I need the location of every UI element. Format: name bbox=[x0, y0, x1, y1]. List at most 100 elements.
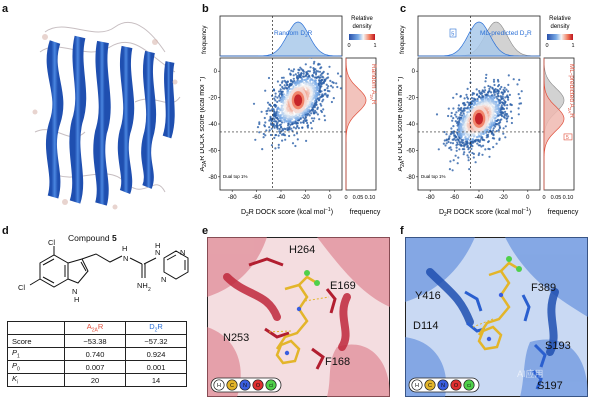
scatter-point bbox=[472, 152, 475, 155]
scatter-point bbox=[462, 102, 465, 105]
scatter-point bbox=[320, 81, 323, 85]
scatter-point bbox=[491, 95, 494, 98]
scatter-point bbox=[281, 111, 284, 114]
scatter-point bbox=[311, 108, 314, 111]
y-tick-label: -40 bbox=[406, 122, 415, 128]
scatter-point bbox=[480, 98, 483, 101]
watermark: AI应用 bbox=[517, 368, 544, 379]
scatter-point bbox=[265, 129, 268, 132]
scatter-point bbox=[297, 71, 300, 74]
scatter-point bbox=[503, 113, 506, 117]
scatter-point bbox=[266, 101, 270, 104]
scatter-point bbox=[314, 109, 317, 112]
scatter-point bbox=[326, 95, 329, 98]
atom-cl-2: Cl bbox=[18, 283, 25, 292]
table-cell: 0.007 bbox=[64, 360, 126, 374]
scatter-point bbox=[472, 103, 476, 107]
scatter-point bbox=[321, 100, 324, 103]
atom-legend-label: Cl bbox=[269, 383, 273, 388]
scatter-point bbox=[454, 113, 457, 116]
scatter-point bbox=[476, 93, 479, 96]
scatter-point bbox=[464, 136, 467, 139]
scatter-point bbox=[447, 107, 450, 110]
scatter-point bbox=[497, 89, 500, 92]
scatter-point bbox=[283, 101, 286, 104]
scatter-point bbox=[476, 100, 479, 103]
scatter-point bbox=[472, 92, 476, 95]
scatter-point bbox=[316, 113, 319, 116]
scatter-point bbox=[292, 126, 295, 129]
scatter-point bbox=[469, 103, 472, 106]
scatter-point bbox=[273, 126, 276, 129]
scatter-point bbox=[463, 124, 466, 127]
y-axis-label: A2AR DOCK score (kcal mol−1) bbox=[398, 76, 406, 171]
table-cell: 14 bbox=[125, 373, 187, 387]
receptor-ensemble-image bbox=[32, 21, 181, 210]
residue-e169: E169 bbox=[330, 280, 356, 292]
scatter-point bbox=[323, 80, 326, 83]
scatter-point bbox=[306, 121, 309, 125]
scatter-point bbox=[458, 148, 461, 151]
scatter-point bbox=[286, 108, 289, 111]
scatter-point bbox=[326, 72, 329, 75]
side-x-tick-label: 0 bbox=[344, 195, 347, 201]
scatter-point bbox=[295, 117, 298, 120]
scatter-point bbox=[487, 140, 490, 143]
scatter-point bbox=[484, 148, 487, 151]
scatter-point bbox=[484, 76, 488, 80]
scatter-point bbox=[311, 95, 314, 98]
scatter-point bbox=[307, 86, 310, 89]
scatter-point bbox=[484, 80, 487, 83]
scatter-point bbox=[476, 139, 479, 142]
scatter-point bbox=[459, 94, 462, 98]
scatter-point bbox=[292, 77, 295, 80]
scatter-point bbox=[283, 95, 286, 98]
scatter-point bbox=[501, 93, 505, 96]
scatter-point bbox=[276, 96, 279, 99]
scatter-point bbox=[496, 97, 499, 100]
scatter-point bbox=[486, 107, 489, 110]
scatter-point bbox=[306, 111, 309, 114]
scatter-point bbox=[302, 119, 305, 122]
scatter-point bbox=[487, 131, 490, 134]
scatter-point bbox=[499, 121, 502, 124]
scatter-point bbox=[499, 99, 502, 102]
scatter-point bbox=[335, 82, 338, 85]
table-header-empty bbox=[7, 321, 65, 335]
scatter-point bbox=[449, 146, 452, 149]
scatter-point bbox=[494, 110, 497, 113]
compound-marker-top bbox=[449, 28, 457, 38]
scatter-point bbox=[499, 113, 502, 116]
scatter-point bbox=[478, 89, 481, 93]
scatter-point bbox=[476, 142, 479, 145]
scatter-point bbox=[319, 102, 322, 106]
scatter-point bbox=[316, 107, 319, 111]
scatter-point bbox=[312, 119, 315, 123]
scatter-point bbox=[486, 129, 489, 132]
scatter-point bbox=[277, 134, 280, 137]
scatter-point bbox=[271, 107, 274, 110]
scatter-point bbox=[317, 83, 321, 87]
scatter-point bbox=[280, 92, 283, 95]
scatter-point bbox=[454, 154, 457, 157]
scatter-point bbox=[455, 131, 459, 134]
table-header-row: A2AR D2R bbox=[7, 321, 187, 335]
scatter-point bbox=[455, 149, 458, 152]
scatter-point bbox=[468, 108, 471, 111]
scatter-point bbox=[495, 130, 498, 133]
scatter-point bbox=[281, 97, 284, 100]
scatter-point bbox=[277, 143, 280, 146]
scatter-point bbox=[286, 92, 289, 95]
scatter-point bbox=[503, 104, 506, 107]
scatter-point bbox=[279, 84, 282, 87]
scatter-point bbox=[285, 120, 288, 123]
side-x-tick-label: 0.10 bbox=[365, 195, 376, 201]
scatter-point bbox=[457, 107, 460, 110]
scatter-point bbox=[328, 65, 331, 68]
scatter-point bbox=[282, 93, 285, 96]
scatter-point bbox=[283, 103, 286, 106]
scatter-point bbox=[309, 81, 312, 84]
scatter-point bbox=[459, 113, 462, 116]
scatter-point bbox=[484, 89, 487, 92]
scatter-point bbox=[481, 138, 484, 141]
